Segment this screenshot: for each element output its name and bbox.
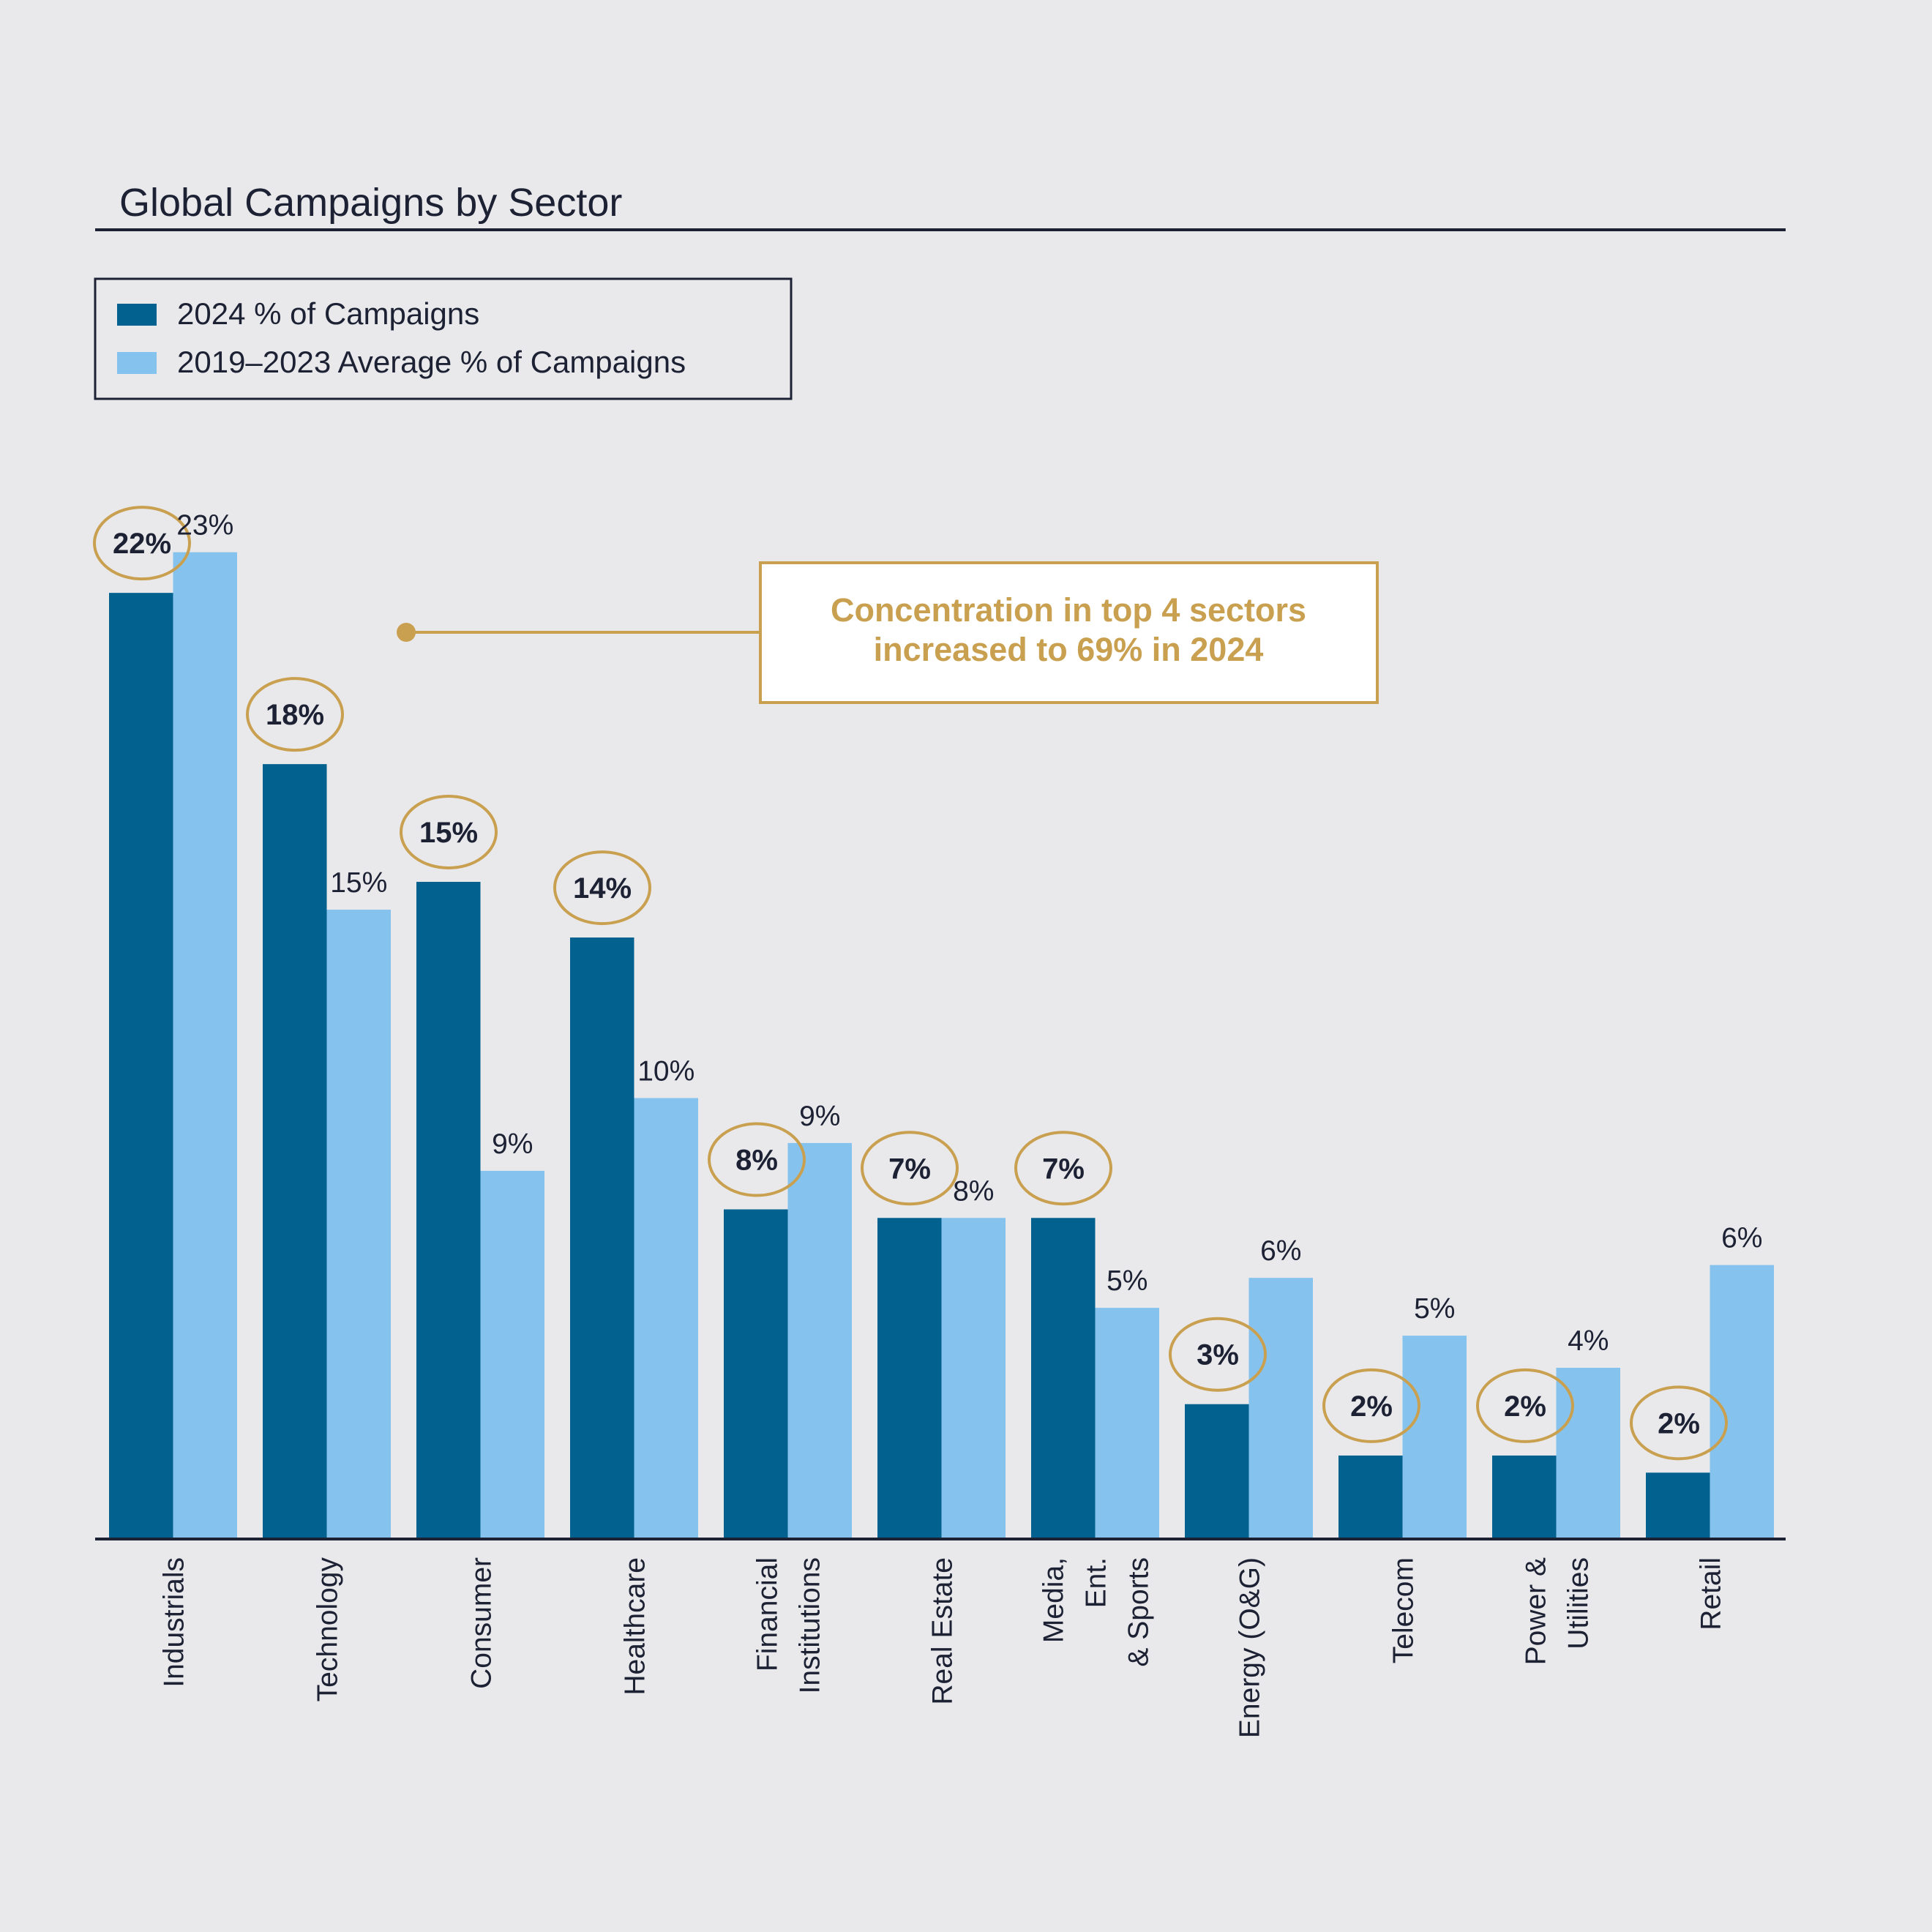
bar-2024-media-ent-sports bbox=[1031, 1218, 1096, 1539]
value-label-average-media-ent-sports: 5% bbox=[1107, 1265, 1147, 1297]
value-label-2024-retail: 2% bbox=[1658, 1407, 1700, 1439]
bar-average-healthcare bbox=[634, 1098, 698, 1539]
value-label-average-power-utilities: 4% bbox=[1568, 1325, 1609, 1357]
value-label-average-real-estate: 8% bbox=[953, 1175, 994, 1207]
value-label-2024-telecom: 2% bbox=[1350, 1390, 1393, 1423]
highlight-circle-2024-industrials bbox=[93, 506, 191, 581]
category-label-technology: Technology bbox=[312, 1557, 344, 1702]
callout-line-1: Concentration in top 4 sectors bbox=[831, 591, 1306, 629]
value-label-2024-power-utilities: 2% bbox=[1504, 1390, 1546, 1423]
category-label-healthcare: Healthcare bbox=[620, 1557, 651, 1696]
bar-2024-energy-o-g bbox=[1185, 1404, 1249, 1539]
bar-average-industrials bbox=[173, 552, 237, 1540]
value-label-2024-industrials: 22% bbox=[113, 528, 171, 560]
bar-average-power-utilities bbox=[1556, 1368, 1620, 1539]
category-labels-layer: Industrials Technology Consumer Healthcare F… bbox=[159, 1557, 1727, 1739]
highlight-circle-2024-real-estate bbox=[861, 1131, 959, 1206]
bar-2024-industrials bbox=[109, 593, 173, 1539]
bar-average-real-estate bbox=[941, 1218, 1006, 1539]
value-label-2024-real-estate: 7% bbox=[888, 1153, 931, 1185]
legend: 2024 % of Campaigns 2019–2023 Average % … bbox=[94, 277, 793, 400]
category-label-line: Ent. bbox=[1081, 1557, 1112, 1608]
bar-average-energy-o-g bbox=[1248, 1278, 1313, 1539]
value-label-average-consumer: 9% bbox=[492, 1128, 533, 1160]
value-labels-layer: 22%23% 18% 15% 15% 9% 14% 10% 8% 9% 7% 8% 7% 5% 3% 6% 2… bbox=[93, 506, 1762, 1461]
category-label-industrials: Industrials bbox=[159, 1557, 190, 1688]
category-label-line: Media, bbox=[1038, 1557, 1070, 1643]
category-label-line: Institutions bbox=[795, 1557, 826, 1693]
callout: Concentration in top 4 sectors increased… bbox=[397, 561, 1379, 704]
highlight-circle-2024-consumer bbox=[400, 795, 498, 870]
legend-label-2024: 2024 % of Campaigns bbox=[177, 296, 479, 331]
category-label-telecom: Telecom bbox=[1388, 1557, 1420, 1663]
highlight-circle-2024-technology bbox=[246, 677, 344, 752]
category-label-line: & Sports bbox=[1123, 1557, 1155, 1667]
value-label-average-retail: 6% bbox=[1721, 1223, 1762, 1254]
category-label-energy-o-g: Energy (O&G) bbox=[1235, 1557, 1266, 1738]
highlight-circle-2024-power-utilities bbox=[1476, 1368, 1574, 1443]
bar-2024-real-estate bbox=[877, 1218, 942, 1539]
highlight-circle-2024-telecom bbox=[1322, 1368, 1420, 1443]
category-label-line: Energy (O&G) bbox=[1235, 1557, 1266, 1738]
legend-label-average: 2019–2023 Average % of Campaigns bbox=[177, 345, 686, 379]
legend-swatch-average bbox=[117, 352, 157, 374]
value-label-2024-healthcare: 14% bbox=[573, 872, 632, 905]
category-label-line: Retail bbox=[1696, 1557, 1727, 1630]
category-label-retail: Retail bbox=[1696, 1557, 1727, 1630]
bars-layer bbox=[109, 552, 1774, 1540]
bar-average-technology bbox=[326, 910, 391, 1539]
highlight-circle-2024-retail bbox=[1630, 1385, 1728, 1461]
bar-2024-consumer bbox=[416, 882, 481, 1539]
callout-box bbox=[759, 561, 1379, 704]
category-label-power-utilities: Power & Utilities bbox=[1521, 1557, 1595, 1665]
bar-average-telecom bbox=[1402, 1336, 1467, 1539]
value-label-average-telecom: 5% bbox=[1414, 1293, 1455, 1325]
legend-swatch-2024 bbox=[117, 304, 157, 326]
category-label-line: Technology bbox=[312, 1557, 344, 1702]
highlight-circle-2024-financial-institutions bbox=[708, 1122, 806, 1197]
bar-2024-financial-institutions bbox=[724, 1209, 788, 1539]
highlight-circle-2024-media-ent-sports bbox=[1014, 1131, 1112, 1206]
bar-2024-telecom bbox=[1338, 1455, 1403, 1539]
value-label-2024-consumer: 15% bbox=[419, 817, 478, 849]
value-label-2024-technology: 18% bbox=[266, 699, 324, 731]
value-label-average-energy-o-g: 6% bbox=[1260, 1235, 1301, 1267]
bar-2024-healthcare bbox=[570, 937, 634, 1539]
category-label-consumer: Consumer bbox=[466, 1557, 498, 1689]
value-label-average-industrials: 23% bbox=[176, 510, 233, 542]
category-label-media-ent-sports: Media, Ent. & Sports bbox=[1038, 1557, 1155, 1667]
legend-box bbox=[94, 277, 793, 400]
value-label-2024-financial-institutions: 8% bbox=[735, 1145, 778, 1177]
bar-average-media-ent-sports bbox=[1095, 1308, 1159, 1539]
bar-average-financial-institutions bbox=[787, 1142, 852, 1539]
chart-title: Global Campaigns by Sector bbox=[119, 181, 622, 225]
bar-2024-technology bbox=[263, 764, 327, 1539]
category-label-line: Utilities bbox=[1563, 1557, 1595, 1650]
value-label-2024-energy-o-g: 3% bbox=[1197, 1339, 1239, 1371]
value-label-average-technology: 15% bbox=[330, 867, 387, 899]
bar-2024-retail bbox=[1646, 1472, 1710, 1539]
callout-line-2: increased to 69% in 2024 bbox=[874, 631, 1264, 668]
category-label-real-estate: Real Estate bbox=[927, 1557, 959, 1705]
category-label-financial-institutions: Financial Institutions bbox=[752, 1557, 826, 1693]
category-label-line: Healthcare bbox=[620, 1557, 651, 1696]
category-label-line: Consumer bbox=[466, 1557, 498, 1689]
category-label-line: Real Estate bbox=[927, 1557, 959, 1705]
category-label-line: Financial bbox=[752, 1557, 784, 1671]
bar-2024-power-utilities bbox=[1492, 1455, 1557, 1539]
value-label-average-financial-institutions: 9% bbox=[799, 1101, 840, 1132]
category-label-line: Industrials bbox=[159, 1557, 190, 1688]
category-label-line: Power & bbox=[1521, 1557, 1552, 1665]
value-label-2024-media-ent-sports: 7% bbox=[1042, 1153, 1085, 1185]
category-label-line: Telecom bbox=[1388, 1557, 1420, 1663]
bar-average-retail bbox=[1710, 1265, 1774, 1539]
highlight-circle-2024-energy-o-g bbox=[1169, 1317, 1267, 1392]
value-label-average-healthcare: 10% bbox=[637, 1055, 694, 1087]
bar-average-consumer bbox=[480, 1170, 544, 1539]
highlight-circle-2024-healthcare bbox=[553, 850, 651, 926]
